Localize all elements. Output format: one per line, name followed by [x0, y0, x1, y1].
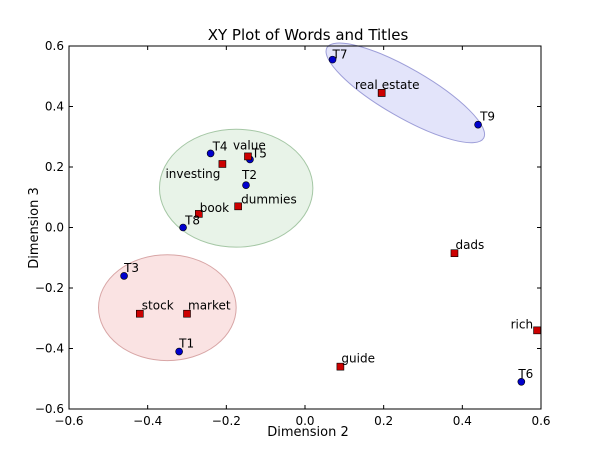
- x-tick-label: −0.2: [212, 414, 241, 428]
- point-label: T6: [517, 367, 533, 381]
- x-tick-label: 0.0: [295, 414, 314, 428]
- point-label: T3: [123, 261, 139, 275]
- point-label: value: [233, 138, 266, 152]
- y-tick-label: 0.4: [45, 100, 64, 114]
- x-tick-label: 0.2: [374, 414, 393, 428]
- y-axis-label: Dimension 3: [27, 187, 42, 269]
- x-tick-label: −0.4: [133, 414, 162, 428]
- y-tick-label: −0.6: [35, 402, 64, 416]
- point-label: T8: [184, 214, 200, 228]
- x-tick-label: 0.4: [453, 414, 472, 428]
- point-label: guide: [341, 352, 375, 366]
- point-label: dads: [455, 238, 484, 252]
- point-label: T4: [212, 139, 228, 153]
- y-tick-label: −0.2: [35, 281, 64, 295]
- point-label: T9: [479, 110, 495, 124]
- y-tick-label: 0.0: [45, 221, 64, 235]
- scatter-chart: XY Plot of Words and Titles Dimension 2 …: [0, 0, 602, 455]
- point-label: real: [355, 78, 378, 92]
- word-point: [534, 327, 541, 334]
- point-label: investing: [165, 167, 220, 181]
- point-label: book: [200, 201, 229, 215]
- plot-axes: −0.6 −0.4 −0.2 0.0 0.2 0.4 0.6 −0.6 −0.4 −0.2 0.0 0…: [35, 39, 551, 428]
- point-label: T2: [241, 168, 257, 182]
- x-tick-label: −0.6: [54, 414, 83, 428]
- point-label: T1: [178, 337, 194, 351]
- cluster-ellipse: [315, 27, 496, 159]
- chart-title: XY Plot of Words and Titles: [208, 26, 409, 44]
- word-point: [244, 153, 251, 160]
- title-point: [243, 182, 250, 189]
- point-label: T7: [332, 48, 348, 62]
- point-label: stock: [142, 299, 174, 313]
- x-tick-label: 0.6: [531, 414, 550, 428]
- point-label: market: [188, 299, 231, 313]
- y-tick-label: 0.6: [45, 39, 64, 53]
- point-label: dummies: [241, 192, 297, 206]
- point-label: rich: [511, 317, 533, 331]
- y-tick-label: 0.2: [45, 160, 64, 174]
- y-tick-label: −0.4: [35, 342, 64, 356]
- point-label: estate: [382, 78, 420, 92]
